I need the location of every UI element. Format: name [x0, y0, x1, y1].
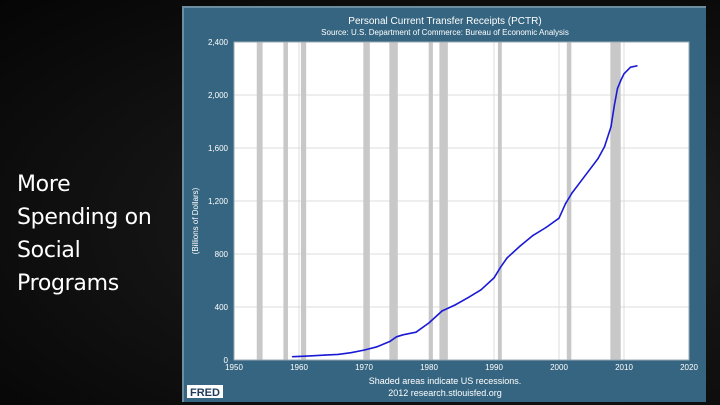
- data-point: [558, 217, 560, 219]
- y-tick-label: 1,600: [208, 144, 229, 153]
- recession-band: [566, 42, 572, 360]
- x-tick-label: 1950: [225, 363, 243, 372]
- data-point: [613, 104, 615, 107]
- plot-area: 0 400 800 1,200 1,600 2,000 2,400 1950 1960 1970 1…: [208, 38, 698, 372]
- data-point: [623, 73, 625, 75]
- data-point: [571, 192, 573, 194]
- data-point: [467, 297, 469, 299]
- caption-line-2: Spending on: [17, 205, 152, 230]
- recession-band: [429, 42, 433, 360]
- data-point: [610, 126, 612, 128]
- data-point: [545, 226, 547, 229]
- data-point: [428, 322, 430, 324]
- y-tick-label: 2,000: [208, 91, 229, 100]
- x-tick-label: 1980: [420, 363, 438, 372]
- data-point: [363, 349, 365, 351]
- slide-caption: More Spending on Social Programs: [17, 168, 177, 300]
- chart-y-axis-label: (Billions of Dollars): [191, 187, 200, 254]
- x-tick-label: 1990: [485, 363, 503, 372]
- fred-chart: Personal Current Transfer Receipts (PCTR…: [187, 16, 698, 399]
- data-point: [629, 66, 632, 68]
- data-point: [402, 334, 404, 336]
- caption-line-4: Programs: [17, 271, 119, 296]
- data-point: [616, 87, 619, 90]
- y-tick-label: 2,400: [208, 38, 229, 47]
- data-point: [636, 65, 638, 67]
- recession-band: [389, 42, 398, 360]
- data-point: [337, 353, 339, 356]
- chart-subtitle: Source: U.S. Department of Commerce: Bur…: [321, 28, 569, 37]
- data-point: [603, 145, 606, 148]
- data-point: [564, 202, 567, 205]
- y-tick-label: 800: [215, 250, 229, 259]
- caption-line-1: More: [17, 172, 71, 197]
- series-line-pctr: [292, 65, 638, 358]
- data-point: [519, 245, 521, 247]
- data-point: [506, 257, 508, 259]
- chart-title: Personal Current Transfer Receipts (PCTR…: [348, 16, 541, 27]
- x-tick-label: 2000: [550, 363, 568, 372]
- y-tick-label: 0: [224, 356, 229, 365]
- fred-logo: FRED: [190, 387, 220, 399]
- x-tick-label: 2020: [680, 363, 698, 372]
- data-point: [532, 234, 534, 237]
- data-point: [441, 310, 443, 312]
- data-point: [298, 355, 300, 358]
- recession-band: [439, 42, 448, 360]
- data-point: [499, 266, 502, 268]
- data-point: [324, 354, 326, 356]
- data-point: [395, 336, 398, 338]
- x-tick-label: 1970: [355, 363, 373, 372]
- data-point: [597, 157, 599, 160]
- caption-line-3: Social: [17, 238, 81, 263]
- data-point: [620, 79, 622, 82]
- y-tick-label: 400: [215, 303, 229, 312]
- data-point: [480, 289, 482, 291]
- data-point: [389, 340, 391, 343]
- recession-band: [283, 42, 288, 360]
- recession-band: [363, 42, 370, 360]
- data-point: [376, 346, 378, 348]
- x-tick-label: 2010: [615, 363, 633, 372]
- x-tick-label: 1960: [290, 363, 308, 372]
- recession-band: [300, 42, 307, 360]
- recession-band: [610, 42, 621, 360]
- recession-band: [256, 42, 263, 360]
- data-point: [584, 175, 586, 177]
- chart-x-axis-label: Shaded areas indicate US recessions.: [369, 376, 522, 386]
- recession-band: [497, 42, 502, 360]
- plot-frame: [233, 41, 690, 361]
- y-tick-label: 1,200: [208, 197, 229, 206]
- fred-logo-box: [187, 385, 223, 398]
- data-point: [415, 331, 417, 333]
- chart-footer: 2012 research.stlouisfed.org: [388, 388, 502, 398]
- data-point: [311, 355, 313, 357]
- data-point: [350, 352, 352, 354]
- data-point: [493, 277, 495, 279]
- data-point: [291, 355, 294, 358]
- data-point: [454, 304, 456, 306]
